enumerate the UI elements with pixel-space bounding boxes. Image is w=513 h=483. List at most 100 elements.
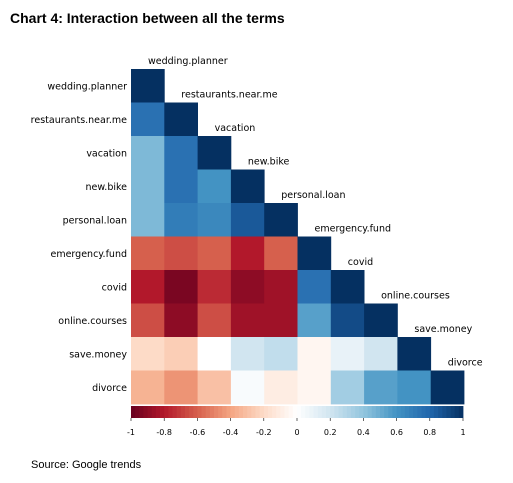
heatmap-cell-divorce-x-save-money — [397, 370, 432, 405]
heatmap-cell-divorce-x-restaurants-near-me — [164, 370, 198, 405]
heatmap-cell-personal-loan-x-wedding-planner — [131, 203, 165, 237]
colorbar-segment — [184, 406, 190, 418]
colorbar-segment — [392, 406, 397, 418]
heatmap-cell-divorce-x-covid — [330, 370, 365, 405]
heatmap-cell-divorce-x-online-courses — [364, 370, 398, 405]
colorbar-segment — [446, 406, 451, 418]
colorbar-segment — [355, 406, 360, 418]
colorbar-segment — [388, 406, 393, 418]
colorbar-tick-label: -0.6 — [190, 428, 206, 437]
colorbar-tick-label: -0.2 — [256, 428, 272, 437]
heatmap-cell-vacation-x-wedding-planner — [131, 136, 165, 170]
heatmap-cell-wedding-planner-x-wedding-planner — [131, 69, 165, 103]
colorbar: -1 -0.8 -0.6 -0.4 -0.2 0 0.2 0.4 0.6 0.8 1 — [127, 406, 466, 437]
colorbar-segment — [384, 406, 389, 418]
colorbar-segment — [284, 406, 290, 418]
colorbar-segment — [272, 406, 277, 418]
colorbar-segment — [330, 406, 335, 418]
heatmap-cell-new-bike-x-wedding-planner — [131, 169, 165, 204]
heatmap-cell-covid-x-restaurants-near-me — [164, 270, 198, 304]
heatmap-cell-save-money-x-wedding-planner — [131, 337, 165, 371]
heatmap-cell-emergency-fund-x-vacation — [197, 236, 232, 271]
heatmap-cell-covid-x-personal-loan — [264, 270, 298, 304]
colorbar-segment — [189, 406, 194, 418]
colorbar-segment — [317, 406, 323, 418]
colorbar-segment — [197, 406, 202, 418]
colorbar-segment — [176, 406, 182, 418]
colorbar-segment — [425, 406, 431, 418]
colorbar-segment — [267, 406, 273, 418]
colorbar-segment — [375, 406, 381, 418]
colorbar-segment — [363, 406, 368, 418]
colorbar-segment — [409, 406, 414, 418]
colorbar-segment — [135, 406, 140, 418]
colorbar-tick-label: 0.8 — [423, 428, 436, 437]
colorbar-segment — [417, 406, 422, 418]
heatmap-cell-emergency-fund-x-wedding-planner — [131, 236, 165, 271]
column-label-covid: covid — [348, 257, 373, 268]
source-note: Source: Google trends — [31, 459, 142, 471]
page-title: Chart 4: Interaction between all the ter… — [10, 10, 285, 26]
colorbar-segment — [164, 406, 169, 418]
colorbar-segment — [309, 406, 314, 418]
colorbar-tick-label: 0.4 — [357, 428, 370, 437]
heatmap-cell-covid-x-new-bike — [230, 270, 265, 304]
row-label-covid: covid — [102, 282, 127, 293]
colorbar-tick-label: -0.4 — [223, 428, 239, 437]
colorbar-segment — [238, 406, 244, 418]
heatmap-cell-emergency-fund-x-personal-loan — [264, 236, 298, 271]
column-label-divorce: divorce — [448, 358, 483, 369]
column-label-online-courses: online.courses — [381, 291, 450, 302]
colorbar-segment — [155, 406, 161, 418]
colorbar-segment — [201, 406, 207, 418]
heatmap-cell-personal-loan-x-restaurants-near-me — [164, 203, 198, 237]
colorbar-segment — [205, 406, 211, 418]
row-label-restaurants-near-me: restaurants.near.me — [31, 115, 127, 126]
colorbar-segment — [313, 406, 319, 418]
heatmap-cell-save-money-x-personal-loan — [264, 337, 298, 371]
colorbar-segment — [404, 406, 410, 418]
heatmap-cell-new-bike-x-vacation — [197, 169, 232, 204]
heatmap-cell-covid-x-vacation — [197, 270, 232, 304]
colorbar-segment — [350, 406, 356, 418]
heatmap-cell-emergency-fund-x-new-bike — [230, 236, 265, 271]
colorbar-segment — [297, 406, 302, 418]
colorbar-segment — [438, 406, 443, 418]
colorbar-segment — [143, 406, 148, 418]
colorbar-tick-label: 0.6 — [390, 428, 403, 437]
heatmap-cell-emergency-fund-x-restaurants-near-me — [164, 236, 198, 271]
colorbar-segment — [209, 406, 215, 418]
colorbar-tick-label: 0.2 — [324, 428, 337, 437]
colorbar-segment — [429, 406, 435, 418]
row-label-wedding-planner: wedding.planner — [47, 81, 127, 92]
colorbar-segment — [168, 406, 173, 418]
row-label-emergency-fund: emergency.fund — [50, 249, 127, 260]
row-label-online-courses: online.courses — [58, 316, 127, 327]
colorbar-segment — [214, 406, 219, 418]
colorbar-segment — [234, 406, 240, 418]
column-label-new-bike: new.bike — [248, 157, 290, 168]
colorbar-segment — [454, 406, 460, 418]
heatmap-cell-save-money-x-save-money — [397, 337, 432, 371]
row-label-vacation: vacation — [86, 148, 127, 159]
column-label-vacation: vacation — [215, 123, 256, 134]
colorbar-segment — [147, 406, 153, 418]
row-labels: wedding.planner restaurants.near.me vacati… — [31, 81, 128, 394]
colorbar-segment — [421, 406, 427, 418]
heatmap-cell-save-money-x-emergency-fund — [297, 337, 332, 371]
heatmap-cell-personal-loan-x-personal-loan — [264, 203, 298, 237]
heatmap-cell-online-courses-x-wedding-planner — [131, 303, 165, 338]
heatmap-cell-vacation-x-vacation — [197, 136, 232, 170]
heatmap-cell-save-money-x-vacation — [197, 337, 232, 371]
colorbar-segment — [276, 406, 281, 418]
column-label-save-money: save.money — [414, 324, 472, 335]
heatmap-cell-online-courses-x-restaurants-near-me — [164, 303, 198, 338]
heatmap-cell-online-courses-x-covid — [330, 303, 365, 338]
colorbar-segment — [151, 406, 157, 418]
colorbar-segment — [338, 406, 344, 418]
heatmap-cell-divorce-x-vacation — [197, 370, 232, 405]
heatmap-cell-online-courses-x-new-bike — [230, 303, 265, 338]
row-label-personal-loan: personal.loan — [63, 215, 127, 226]
heatmap-cell-covid-x-wedding-planner — [131, 270, 165, 304]
